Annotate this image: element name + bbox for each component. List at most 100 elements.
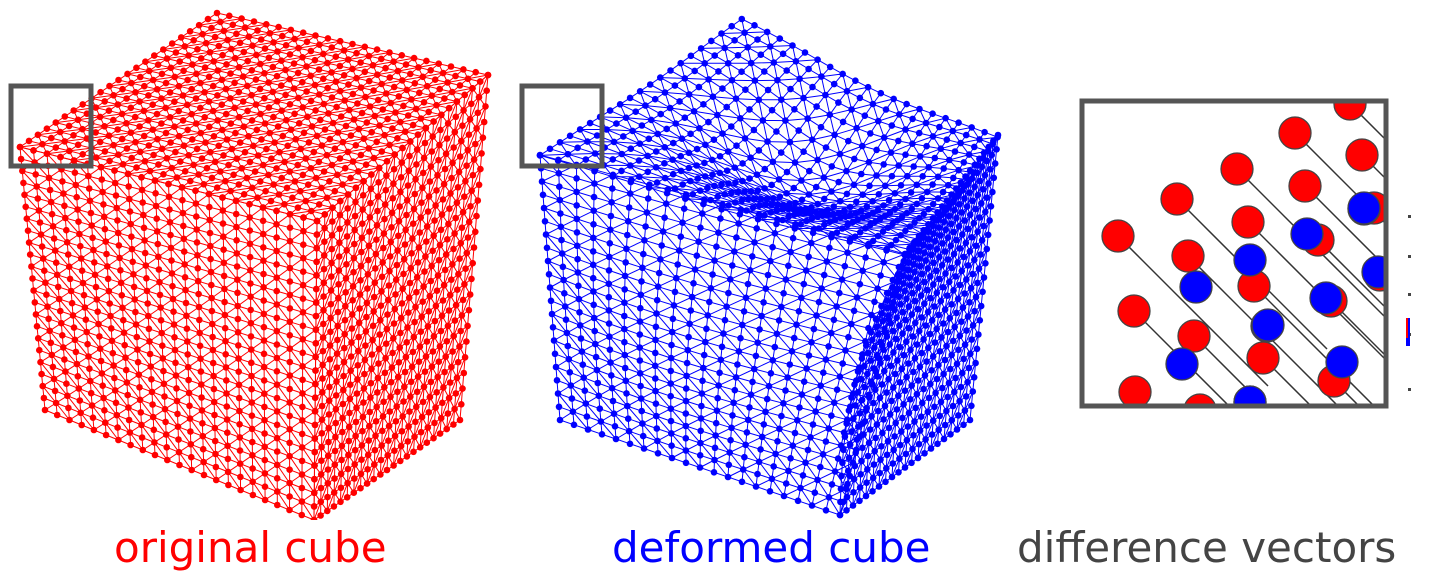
mesh-vertex: [351, 240, 358, 248]
mesh-vertex: [168, 40, 176, 47]
mesh-vertex: [146, 338, 153, 345]
mesh-vertex: [418, 413, 426, 421]
mesh-vertex: [579, 361, 587, 369]
mesh-vertex: [592, 353, 600, 361]
mesh-vertex: [940, 165, 947, 172]
mesh-vertex: [315, 158, 323, 166]
mesh-vertex: [136, 396, 144, 404]
mesh-vertex: [300, 129, 308, 137]
mesh-vertex: [754, 187, 761, 194]
mesh-vertex: [435, 256, 443, 264]
mesh-vertex: [397, 314, 405, 322]
mesh-vertex: [124, 391, 131, 399]
mesh-vertex: [898, 213, 906, 221]
mesh-vertex: [693, 252, 701, 259]
mesh-vertex: [282, 42, 290, 49]
mesh-vertex: [51, 247, 59, 254]
mesh-vertex: [754, 36, 761, 43]
mesh-vertex: [299, 281, 307, 289]
mesh-vertex: [902, 151, 909, 158]
mesh-vertex: [805, 253, 812, 261]
mesh-vertex: [543, 244, 551, 252]
mesh-vertex: [329, 204, 336, 211]
mesh-vertex: [795, 308, 803, 315]
mesh-vertex: [663, 125, 670, 133]
mesh-vertex: [964, 181, 971, 188]
mesh-vertex: [741, 29, 748, 36]
mesh-vertex: [392, 418, 400, 425]
mesh-vertex: [673, 274, 680, 282]
mesh-vertex: [138, 421, 145, 429]
mesh-vertex: [427, 378, 435, 386]
mesh-vertex: [404, 182, 412, 189]
mesh-vertex: [758, 433, 766, 441]
mesh-vertex: [625, 427, 633, 435]
mesh-vertex: [249, 438, 256, 446]
mesh-vertex: [682, 422, 690, 430]
mesh-vertex: [825, 343, 832, 350]
mesh-vertex: [316, 41, 323, 48]
mesh-vertex: [339, 428, 346, 436]
mesh-vertex: [235, 342, 242, 349]
mesh-vertex: [82, 316, 90, 324]
mesh-vertex: [867, 378, 875, 386]
mesh-vertex: [299, 54, 306, 61]
mesh-vertex: [384, 311, 391, 318]
mesh-vertex: [402, 226, 410, 234]
mesh-vertex: [687, 52, 695, 60]
mesh-vertex: [66, 275, 74, 283]
mesh-vertex: [185, 152, 192, 159]
mesh-vertex: [946, 156, 953, 164]
mesh-vertex: [441, 165, 449, 173]
mesh-vertex: [626, 440, 634, 448]
mesh-vertex: [626, 94, 634, 102]
mesh-vertex: [270, 39, 277, 46]
mesh-vertex: [346, 409, 353, 417]
mesh-vertex: [479, 134, 487, 141]
mesh-vertex: [836, 289, 843, 297]
mesh-vertex: [642, 102, 649, 109]
mesh-vertex: [407, 138, 414, 145]
mesh-vertex: [653, 412, 660, 420]
mesh-vertex: [286, 426, 294, 433]
mesh-vertex: [942, 226, 950, 233]
mesh-vertex: [388, 209, 396, 217]
mesh-vertex: [682, 410, 690, 417]
mesh-vertex: [189, 61, 196, 68]
mesh-vertex: [100, 201, 107, 208]
mesh-vertex: [180, 67, 187, 75]
original-vertex: [1231, 205, 1265, 239]
mesh-vertex: [990, 137, 997, 145]
mesh-vertex: [45, 315, 52, 323]
mesh-vertex: [877, 272, 884, 279]
mesh-vertex: [927, 445, 935, 452]
mesh-vertex: [337, 470, 345, 478]
mesh-vertex: [222, 337, 229, 345]
mesh-vertex: [199, 445, 207, 453]
mesh-vertex: [936, 253, 943, 261]
mesh-vertex: [432, 202, 439, 209]
mesh-vertex: [431, 317, 439, 325]
mesh-vertex: [715, 229, 722, 236]
mesh-vertex: [410, 54, 418, 62]
mesh-vertex: [300, 227, 307, 235]
deformed-vertex: [1179, 270, 1213, 304]
mesh-vertex: [475, 93, 483, 101]
mesh-vertex: [235, 64, 243, 71]
mesh-vertex: [344, 191, 352, 198]
mesh-vertex: [396, 344, 404, 351]
mesh-vertex: [319, 334, 327, 341]
mesh-vertex: [886, 209, 894, 217]
mesh-vertex: [435, 60, 443, 67]
mesh-vertex: [286, 345, 294, 353]
mesh-vertex: [128, 233, 135, 240]
mesh-vertex: [352, 142, 360, 149]
mesh-vertex: [881, 325, 888, 333]
mesh-vertex: [289, 152, 297, 159]
mesh-vertex: [367, 185, 375, 193]
mesh-vertex: [969, 388, 977, 395]
mesh-vertex: [273, 261, 280, 268]
mesh-vertex: [180, 235, 188, 243]
mesh-vertex: [640, 445, 648, 452]
mesh-vertex: [150, 426, 158, 434]
